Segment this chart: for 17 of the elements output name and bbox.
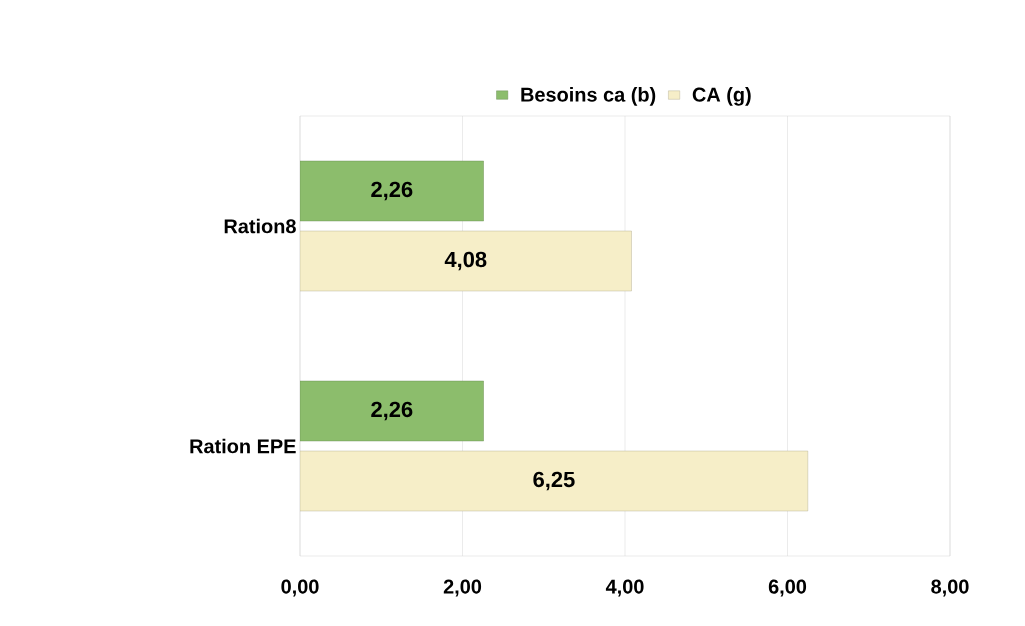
- data-label: 4,08: [444, 251, 487, 271]
- x-tick-label: 0,00: [281, 579, 319, 597]
- data-label: 2,26: [371, 401, 413, 421]
- x-tick-label: 2,00: [443, 579, 482, 597]
- bar: [300, 160, 484, 222]
- y-tick-label: Ration EPE: [190, 438, 296, 454]
- bar: [300, 380, 484, 442]
- x-tick-label: 6,00: [768, 579, 807, 597]
- y-tick-label: Ration8: [224, 218, 296, 234]
- x-tick-label: 4,00: [605, 579, 644, 597]
- legend-label: CA (g): [692, 87, 751, 106]
- legend-label: Besoins ca (b): [521, 87, 656, 106]
- bar: [300, 450, 809, 512]
- data-label: 6,25: [533, 471, 575, 491]
- bar: [300, 230, 632, 292]
- data-label: 2,26: [371, 181, 413, 201]
- x-tick-label: 8,00: [931, 579, 969, 597]
